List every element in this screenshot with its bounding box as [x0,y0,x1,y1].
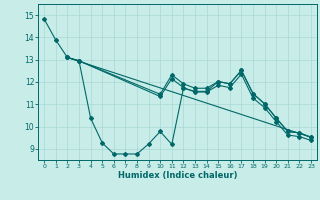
X-axis label: Humidex (Indice chaleur): Humidex (Indice chaleur) [118,171,237,180]
